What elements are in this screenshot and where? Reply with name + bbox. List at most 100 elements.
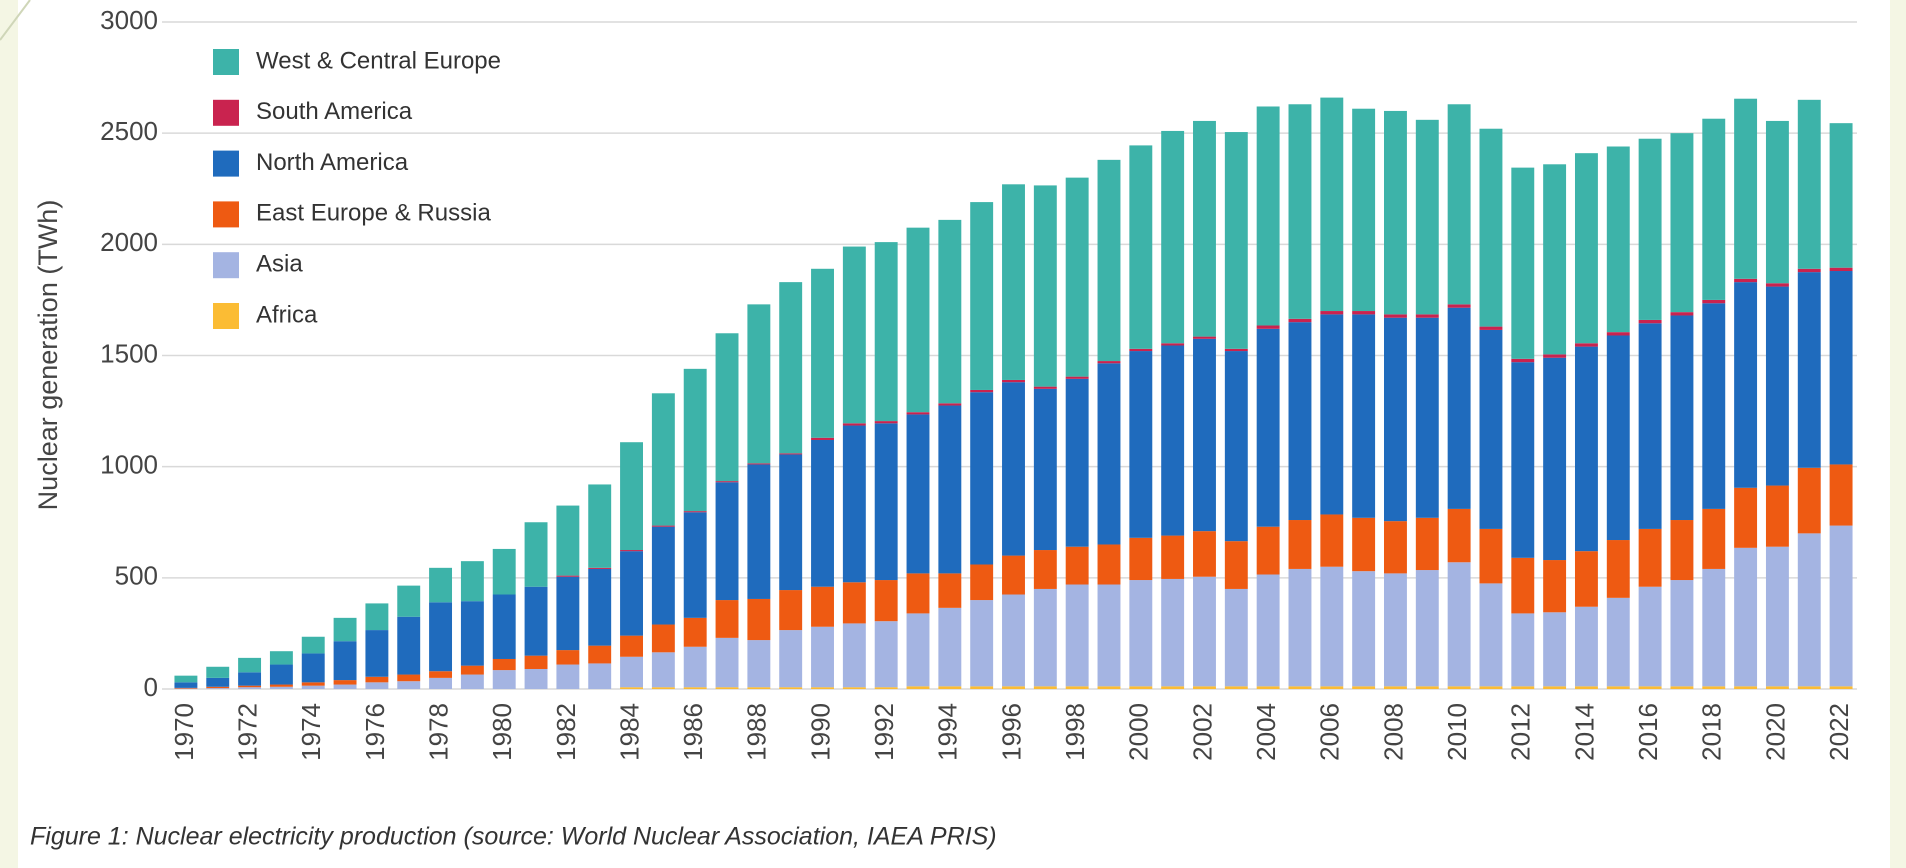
bar-segment — [938, 573, 962, 608]
legend-swatch — [213, 150, 239, 177]
bar-segment — [1161, 343, 1185, 346]
bar-segment — [1033, 550, 1057, 589]
bar-segment — [1002, 594, 1025, 687]
bar-segment — [1797, 467, 1821, 534]
bar-segment — [1670, 580, 1694, 687]
bar-segment — [1288, 686, 1312, 689]
bar-segment — [1161, 535, 1185, 579]
bar-segment — [811, 437, 834, 440]
bar-segment — [842, 425, 866, 583]
x-tick-label: 1996 — [996, 703, 1026, 761]
bar-segment — [1606, 146, 1630, 333]
bar-segment — [588, 645, 612, 664]
bar-segment — [1352, 571, 1376, 687]
bar-segment — [651, 687, 675, 689]
bar-segment — [556, 650, 580, 665]
y-tick-label: 3000 — [100, 5, 158, 35]
y-tick-label: 0 — [144, 672, 158, 702]
x-tick-label: 1988 — [742, 703, 772, 761]
bar-segment — [1065, 546, 1089, 585]
bar-segment — [1288, 318, 1312, 323]
bar-segment — [747, 598, 771, 641]
legend-label: North America — [256, 149, 409, 176]
bar-segment — [397, 681, 421, 689]
bar-segment — [1638, 528, 1662, 587]
bar-segment — [811, 626, 834, 688]
bar-segment — [1097, 686, 1121, 689]
bar-segment — [1002, 382, 1025, 556]
bar-segment — [1320, 311, 1344, 315]
bar-segment — [842, 687, 866, 689]
bar-segment — [779, 687, 803, 689]
bar-segment — [1479, 583, 1503, 687]
bar-segment — [1702, 686, 1726, 689]
x-tick-label: 1992 — [869, 703, 899, 761]
bar-segment — [1161, 345, 1185, 536]
bar-segment — [1638, 138, 1662, 320]
bar-segment — [556, 505, 580, 576]
bar-segment — [1065, 584, 1089, 687]
y-tick-label: 500 — [115, 561, 158, 591]
bar-segment — [1574, 606, 1598, 687]
bar-segment — [1224, 541, 1248, 589]
x-tick-label: 2016 — [1633, 703, 1663, 761]
bar-segment — [1543, 354, 1567, 358]
bar-segment — [1829, 271, 1853, 465]
bar-segment — [1288, 520, 1312, 569]
bar-segment — [1193, 531, 1216, 577]
bar-segment — [365, 682, 389, 689]
bar-segment — [397, 585, 421, 617]
bar-segment — [715, 333, 739, 482]
x-tick-label: 2010 — [1442, 703, 1472, 761]
bar-segment — [238, 657, 262, 673]
x-tick-label: 1978 — [423, 703, 453, 761]
bar-segment — [620, 550, 643, 552]
bar-segment — [174, 682, 198, 688]
bar-segment — [715, 637, 739, 688]
bar-segment — [1320, 686, 1344, 689]
bar-segment — [1320, 514, 1344, 567]
bar-segment — [333, 684, 357, 689]
bar-segment — [1193, 686, 1216, 689]
bar-segment — [1734, 282, 1758, 488]
bar-segment — [842, 246, 866, 424]
x-tick-label: 1972 — [232, 703, 262, 761]
bar-segment — [1033, 388, 1057, 551]
bar-segment — [1320, 314, 1344, 515]
bar-segment — [1638, 686, 1662, 689]
bar-segment — [842, 582, 866, 624]
bar-segment — [1829, 525, 1853, 687]
bar-segment — [1097, 544, 1121, 585]
bar-segment — [1352, 517, 1376, 572]
bar-segment — [429, 567, 453, 603]
bar-segment — [683, 512, 707, 618]
bar-segment — [524, 522, 548, 587]
bar-segment — [524, 655, 548, 669]
bar-segment — [556, 664, 580, 689]
bar-segment — [906, 412, 930, 415]
bar-segment — [1002, 379, 1025, 383]
bar-segment — [811, 439, 834, 587]
bar-segment — [1415, 317, 1439, 518]
bar-segment — [1065, 378, 1089, 547]
bar-segment — [747, 640, 771, 688]
bar-segment — [1670, 315, 1694, 521]
bar-segment — [1447, 508, 1471, 563]
legend-swatch — [213, 99, 239, 126]
bar-segment — [1734, 98, 1758, 279]
bar-segment — [238, 687, 262, 689]
x-tick-label: 1984 — [614, 703, 644, 761]
bar-segment — [429, 671, 453, 678]
bar-segment — [1256, 686, 1280, 689]
bar-segment — [1097, 159, 1121, 362]
bar-segment — [1638, 319, 1662, 324]
bar-segment — [715, 600, 739, 638]
bar-segment — [1543, 686, 1567, 689]
x-tick-label: 1990 — [805, 703, 835, 761]
bar-segment — [1511, 362, 1535, 558]
bar-segment — [1447, 304, 1471, 308]
bar-segment — [1670, 520, 1694, 581]
x-tick-label: 2018 — [1697, 703, 1727, 761]
bar-segment — [460, 674, 484, 689]
bar-segment — [1543, 357, 1567, 561]
